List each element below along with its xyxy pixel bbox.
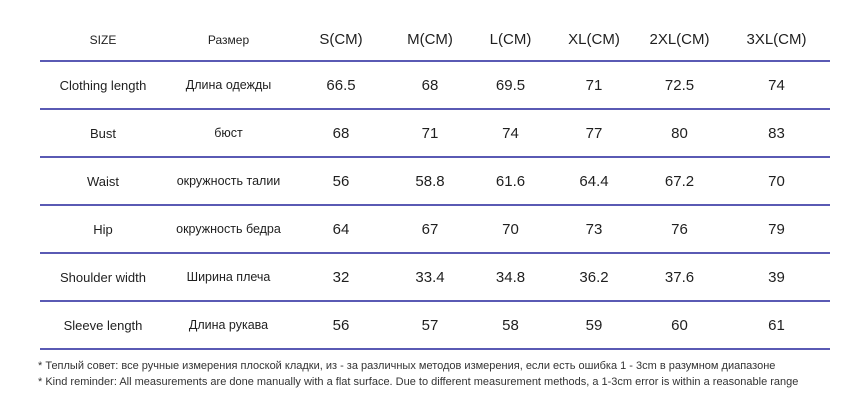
footnotes: * Теплый совет: все ручные измерения пло… (38, 359, 798, 390)
table-row-clothing-length: Clothing length Длина одежды 66.5 68 69.… (40, 61, 830, 110)
size-value: 73 (552, 205, 636, 254)
size-value: 83 (723, 109, 830, 158)
row-label-en: Clothing length (40, 61, 166, 110)
size-value: 33.4 (391, 253, 469, 302)
size-value: 61 (723, 301, 830, 350)
size-value: 32 (291, 253, 391, 302)
size-value: 60 (636, 301, 723, 350)
size-value: 58 (469, 301, 552, 350)
row-label-ru: Длина рукава (166, 301, 291, 350)
row-label-ru: окружность бедра (166, 205, 291, 254)
column-header-3xl: 3XL(CM) (723, 19, 830, 62)
column-header-size-ru: Размер (166, 19, 291, 62)
size-value: 59 (552, 301, 636, 350)
table-row-waist: Waist окружность талии 56 58.8 61.6 64.4… (40, 157, 830, 206)
size-value: 70 (723, 157, 830, 206)
row-label-en: Sleeve length (40, 301, 166, 350)
size-value: 36.2 (552, 253, 636, 302)
size-chart-table: SIZE Размер S(CM) M(CM) L(CM) XL(CM) 2XL… (40, 19, 830, 350)
size-value: 71 (391, 109, 469, 158)
table-row-sleeve-length: Sleeve length Длина рукава 56 57 58 59 6… (40, 301, 830, 350)
footnote-en: * Kind reminder: All measurements are do… (38, 375, 799, 388)
size-value: 70 (469, 205, 552, 254)
size-value: 34.8 (469, 253, 552, 302)
size-value: 68 (391, 61, 469, 110)
size-value: 37.6 (636, 253, 723, 302)
column-header-xl: XL(CM) (552, 19, 636, 62)
column-header-2xl: 2XL(CM) (636, 19, 723, 62)
row-label-en: Waist (40, 157, 166, 206)
size-value: 76 (636, 205, 723, 254)
size-value: 74 (469, 109, 552, 158)
size-value: 69.5 (469, 61, 552, 110)
size-value: 72.5 (636, 61, 723, 110)
column-header-m: M(CM) (391, 19, 469, 62)
table-row-bust: Bust бюст 68 71 74 77 80 83 (40, 109, 830, 158)
size-value: 67.2 (636, 157, 723, 206)
size-value: 66.5 (291, 61, 391, 110)
table-row-hip: Hip окружность бедра 64 67 70 73 76 79 (40, 205, 830, 254)
size-value: 67 (391, 205, 469, 254)
size-value: 56 (291, 157, 391, 206)
size-value: 39 (723, 253, 830, 302)
column-header-l: L(CM) (469, 19, 552, 62)
row-label-en: Hip (40, 205, 166, 254)
row-label-en: Shoulder width (40, 253, 166, 302)
column-header-size-en: SIZE (40, 19, 166, 62)
table-row-shoulder-width: Shoulder width Ширина плеча 32 33.4 34.8… (40, 253, 830, 302)
row-label-ru: Ширина плеча (166, 253, 291, 302)
row-label-ru: окружность талии (166, 157, 291, 206)
column-header-s: S(CM) (291, 19, 391, 62)
row-label-ru: бюст (166, 109, 291, 158)
size-value: 74 (723, 61, 830, 110)
footnote-ru: * Теплый совет: все ручные измерения пло… (38, 360, 776, 372)
size-value: 57 (391, 301, 469, 350)
size-value: 56 (291, 301, 391, 350)
row-label-en: Bust (40, 109, 166, 158)
size-value: 68 (291, 109, 391, 158)
size-value: 77 (552, 109, 636, 158)
size-value: 64 (291, 205, 391, 254)
size-value: 64.4 (552, 157, 636, 206)
size-value: 61.6 (469, 157, 552, 206)
row-label-ru: Длина одежды (166, 61, 291, 110)
size-value: 58.8 (391, 157, 469, 206)
header-row: SIZE Размер S(CM) M(CM) L(CM) XL(CM) 2XL… (40, 19, 830, 62)
size-value: 80 (636, 109, 723, 158)
size-value: 79 (723, 205, 830, 254)
size-value: 71 (552, 61, 636, 110)
